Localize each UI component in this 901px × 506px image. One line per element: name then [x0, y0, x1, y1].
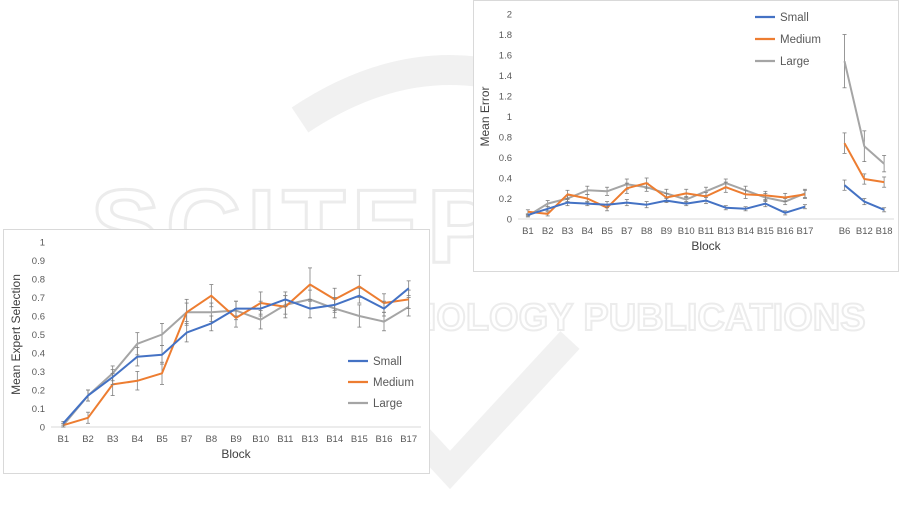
y-tick-label: 0: [40, 423, 45, 434]
x-tick-label: B5: [601, 226, 613, 237]
x-tick-label: B10: [252, 434, 269, 445]
y-tick-label: 0.4: [32, 349, 45, 360]
x-tick-label: B7: [181, 434, 193, 445]
x-tick-label: B13: [717, 226, 734, 237]
y-tick-label: 0.7: [32, 293, 45, 304]
y-tick-label: 1.6: [499, 51, 512, 62]
x-tick-label: B3: [562, 226, 574, 237]
x-tick-label: B18: [876, 226, 893, 237]
y-tick-label: 0.5: [32, 330, 45, 341]
y-tick-label: 0.2: [499, 194, 512, 205]
y-tick-label: 0.3: [32, 367, 45, 378]
x-tick-label: B2: [82, 434, 94, 445]
x-tick-label: B13: [302, 434, 319, 445]
x-tick-label: B4: [581, 226, 593, 237]
y-tick-label: 1.8: [499, 30, 512, 41]
x-tick-label: B17: [796, 226, 813, 237]
y-tick-label: 0.1: [32, 404, 45, 415]
legend-label-small: Small: [780, 12, 809, 24]
x-tick-label: B7: [621, 226, 633, 237]
x-tick-label: B9: [230, 434, 242, 445]
x-tick-label: B9: [661, 226, 673, 237]
series-line-medium: [843, 142, 885, 184]
y-tick-label: 0: [507, 215, 512, 226]
mean-error-chart-svg: 0 0.2 0.4 0.6 0.8 1 1.2 1.4 1.6 1.8 2 B1 B2 B3 B4 B5 B7 B…: [478, 10, 894, 253]
y-tick-label: 1: [40, 238, 45, 249]
x-tick-label: B15: [351, 434, 368, 445]
series-line-large: [843, 60, 885, 165]
series-line-small: [62, 287, 410, 424]
series-line-small: [527, 199, 806, 216]
x-tick-label: B2: [542, 226, 554, 237]
x-tick-label: B12: [856, 226, 873, 237]
x-tick-label: B17: [400, 434, 417, 445]
legend-label-medium: Medium: [780, 34, 821, 46]
legend-label-small: Small: [373, 356, 402, 368]
mean-error-chart: 0 0.2 0.4 0.6 0.8 1 1.2 1.4 1.6 1.8 2 B1 B2 B3 B4 B5 B7 B…: [473, 0, 899, 272]
x-tick-label: B16: [376, 434, 393, 445]
x-tick-label: B11: [277, 434, 293, 445]
x-tick-label: B5: [156, 434, 168, 445]
x-tick-label: B16: [777, 226, 794, 237]
y-tick-label: 0.2: [32, 386, 45, 397]
x-axis-label: Block: [221, 447, 251, 461]
y-tick-label: 1.4: [499, 71, 512, 82]
x-tick-label: B14: [326, 434, 343, 445]
expert-selection-chart-svg: 0 0.1 0.2 0.3 0.4 0.5 0.6 0.7 0.8 0.9 1 B1 B2 B3 B4 B5 B…: [9, 238, 421, 461]
x-tick-label: B8: [206, 434, 218, 445]
expert-selection-chart: 0 0.1 0.2 0.3 0.4 0.5 0.6 0.7 0.8 0.9 1 B1 B2 B3 B4 B5 B…: [3, 229, 430, 474]
x-tick-label: B1: [522, 226, 534, 237]
x-tick-label: B1: [58, 434, 70, 445]
x-tick-label: B10: [678, 226, 695, 237]
legend-label-large: Large: [780, 56, 809, 68]
y-tick-label: 0.6: [32, 312, 45, 323]
series-line-medium: [63, 283, 409, 427]
y-tick-label: 0.9: [32, 256, 45, 267]
x-axis-label: Block: [691, 239, 721, 253]
x-tick-label: B15: [757, 226, 774, 237]
x-tick-label: B3: [107, 434, 119, 445]
x-tick-label: B4: [132, 434, 144, 445]
y-axis-label: Mean Error: [478, 86, 492, 146]
x-tick-label: B8: [641, 226, 653, 237]
legend-label-medium: Medium: [373, 377, 414, 389]
series-line-medium: [527, 182, 806, 215]
y-tick-label: 1: [507, 112, 512, 123]
x-tick-label: B14: [737, 226, 754, 237]
series-line-small: [843, 184, 885, 211]
y-tick-label: 0.8: [499, 133, 512, 144]
y-tick-label: 2: [507, 10, 512, 21]
y-axis-label: Mean Expert Selection: [9, 274, 23, 395]
y-tick-label: 0.6: [499, 153, 512, 164]
y-tick-label: 0.8: [32, 275, 45, 286]
legend-label-large: Large: [373, 398, 402, 410]
y-tick-label: 0.4: [499, 174, 512, 185]
x-tick-label: B11: [698, 226, 714, 237]
y-tick-label: 1.2: [499, 92, 512, 103]
x-tick-label: B6: [839, 226, 851, 237]
